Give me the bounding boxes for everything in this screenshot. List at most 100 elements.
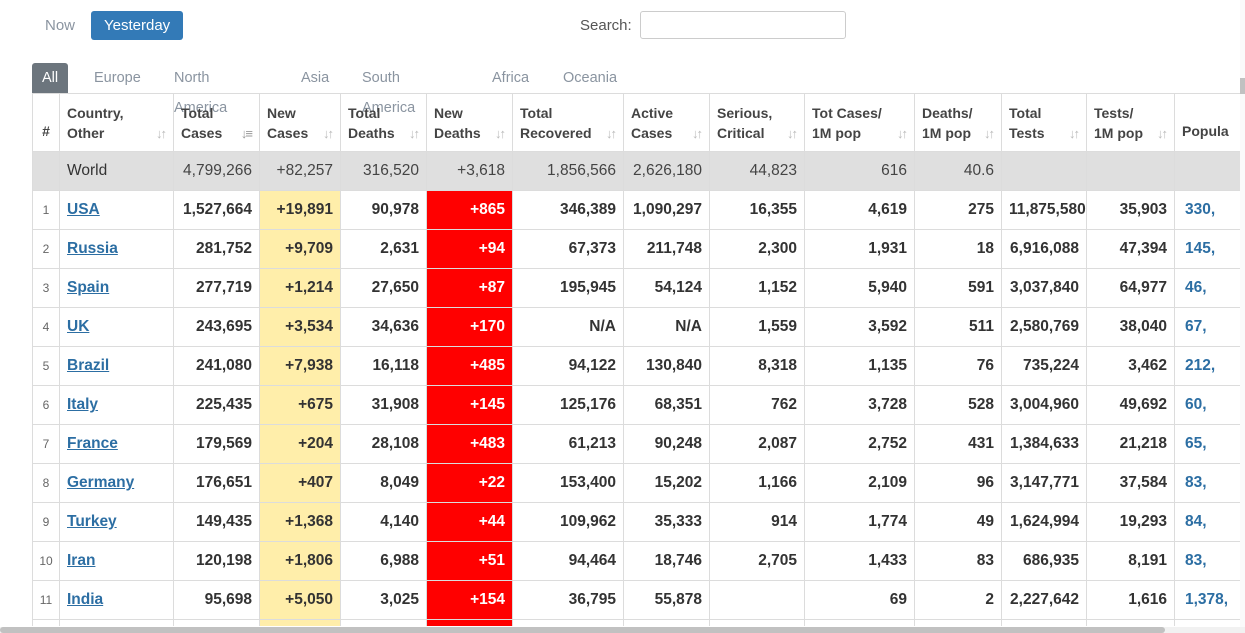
country-name: Russia [59, 229, 174, 269]
now-button[interactable]: Now [45, 17, 76, 34]
active-cases: 55,878 [623, 580, 710, 620]
new-cases: +1,806 [259, 541, 341, 581]
country-link[interactable]: Turkey [67, 513, 117, 530]
active-cases: 211,748 [623, 229, 710, 269]
country-link[interactable]: USA [67, 201, 100, 218]
sort-icon: ↓↑ [606, 126, 617, 141]
deaths-per-million: 49 [914, 502, 1002, 542]
world-row: World 4,799,266 +82,257 316,520 +3,618 1… [32, 151, 1245, 191]
tests-per-million [1086, 619, 1175, 626]
population[interactable]: 60, [1174, 385, 1245, 425]
new-cases: +7,938 [259, 346, 341, 386]
serious-critical: 2,087 [709, 424, 805, 464]
deaths-per-million: 18 [914, 229, 1002, 269]
country-link[interactable]: UK [67, 318, 90, 335]
population[interactable] [1174, 619, 1245, 626]
cases-per-million: 5,940 [804, 268, 915, 308]
population[interactable]: 212, [1174, 346, 1245, 386]
search-input[interactable] [640, 11, 846, 39]
header-serious-critical[interactable]: Serious, Critical ↓↑ [709, 93, 805, 152]
deaths-per-million: 511 [914, 307, 1002, 347]
header-active-cases[interactable]: Active Cases ↓↑ [623, 93, 710, 152]
header-total-deaths[interactable]: Total Deaths ↓↑ [340, 93, 427, 152]
deaths-per-million: 528 [914, 385, 1002, 425]
serious-critical: 1,559 [709, 307, 805, 347]
tab-north-america[interactable]: North America [174, 70, 228, 116]
total-deaths [340, 619, 427, 626]
country-link[interactable]: Spain [67, 279, 110, 296]
country-link[interactable]: India [67, 591, 104, 608]
header-total-tests[interactable]: Total Tests ↓↑ [1001, 93, 1087, 152]
total-cases [173, 619, 260, 626]
header-cases-per-million[interactable]: Tot Cases/1M pop ↓↑ [804, 93, 915, 152]
new-cases: +675 [259, 385, 341, 425]
horizontal-scrollbar[interactable] [0, 627, 1245, 633]
country-link[interactable]: Iran [67, 552, 96, 569]
total-deaths: 16,118 [340, 346, 427, 386]
tab-south-america[interactable]: South America [362, 70, 416, 116]
population[interactable]: 330, [1174, 190, 1245, 230]
tests-per-million: 38,040 [1086, 307, 1175, 347]
population[interactable]: 67, [1174, 307, 1245, 347]
scrollbar-thumb[interactable] [1240, 78, 1245, 94]
country-name: India [59, 580, 174, 620]
population[interactable]: 84, [1174, 502, 1245, 542]
country-name: Turkey [59, 502, 174, 542]
total-recovered: 195,945 [512, 268, 624, 308]
population[interactable]: 83, [1174, 541, 1245, 581]
population[interactable]: 65, [1174, 424, 1245, 464]
cases-per-million: 69 [804, 580, 915, 620]
total-tests: 3,147,771 [1001, 463, 1087, 503]
total-cases: 95,698 [173, 580, 260, 620]
total-recovered: 61,213 [512, 424, 624, 464]
new-deaths: +154 [426, 580, 513, 620]
top-controls: Now Yesterday Search: [0, 0, 1245, 55]
serious-critical: 2,300 [709, 229, 805, 269]
country-link[interactable]: France [67, 435, 118, 452]
active-cases: 35,333 [623, 502, 710, 542]
scrollbar-thumb[interactable] [0, 627, 1165, 633]
country-link[interactable]: Russia [67, 240, 118, 257]
new-cases: +5,050 [259, 580, 341, 620]
tests-per-million: 35,903 [1086, 190, 1175, 230]
header-total-cases[interactable]: Total Cases ↓≡ [173, 93, 260, 152]
tests-per-million: 37,584 [1086, 463, 1175, 503]
header-new-deaths[interactable]: New Deaths ↓↑ [426, 93, 513, 152]
row-rank: 9 [32, 502, 60, 542]
total-cases: 243,695 [173, 307, 260, 347]
tab-all[interactable]: All [32, 63, 69, 93]
tab-africa[interactable]: Africa [492, 70, 530, 86]
row-rank [32, 619, 60, 626]
country-link[interactable]: Brazil [67, 357, 110, 374]
header-country[interactable]: Country, Other ↓↑ [59, 93, 174, 152]
table-row: 10 Iran 120,198 +1,806 6,988 +51 94,464 18,746 2… [32, 541, 1245, 581]
country-name: France [59, 424, 174, 464]
country-link[interactable]: Germany [67, 474, 135, 491]
sort-icon: ↓↑ [495, 126, 506, 141]
yesterday-button[interactable]: Yesterday [91, 11, 184, 40]
population[interactable]: 1,378, [1174, 580, 1245, 620]
serious-critical [709, 580, 805, 620]
tab-oceania[interactable]: Oceania [563, 70, 618, 86]
header-population[interactable]: Popula [1174, 93, 1245, 152]
tab-asia[interactable]: Asia [301, 70, 330, 86]
active-cases: 1,090,297 [623, 190, 710, 230]
header-deaths-per-million[interactable]: Deaths/1M pop ↓↑ [914, 93, 1002, 152]
new-cases: +407 [259, 463, 341, 503]
country-link[interactable]: Italy [67, 396, 99, 413]
header-rank[interactable]: # [32, 93, 60, 152]
header-total-recovered[interactable]: Total Recovered ↓↑ [512, 93, 624, 152]
header-tests-per-million[interactable]: Tests/1M pop ↓↑ [1086, 93, 1175, 152]
world-active-cases: 2,626,180 [623, 151, 710, 191]
world-new-cases: +82,257 [259, 151, 341, 191]
total-recovered: 94,464 [512, 541, 624, 581]
population[interactable]: 145, [1174, 229, 1245, 269]
population[interactable]: 83, [1174, 463, 1245, 503]
row-rank: 2 [32, 229, 60, 269]
header-new-cases[interactable]: New Cases ↓↑ [259, 93, 341, 152]
vertical-scrollbar[interactable] [1240, 0, 1245, 627]
total-recovered: 153,400 [512, 463, 624, 503]
serious-critical: 1,166 [709, 463, 805, 503]
population[interactable]: 46, [1174, 268, 1245, 308]
tab-europe[interactable]: Europe [94, 70, 141, 86]
